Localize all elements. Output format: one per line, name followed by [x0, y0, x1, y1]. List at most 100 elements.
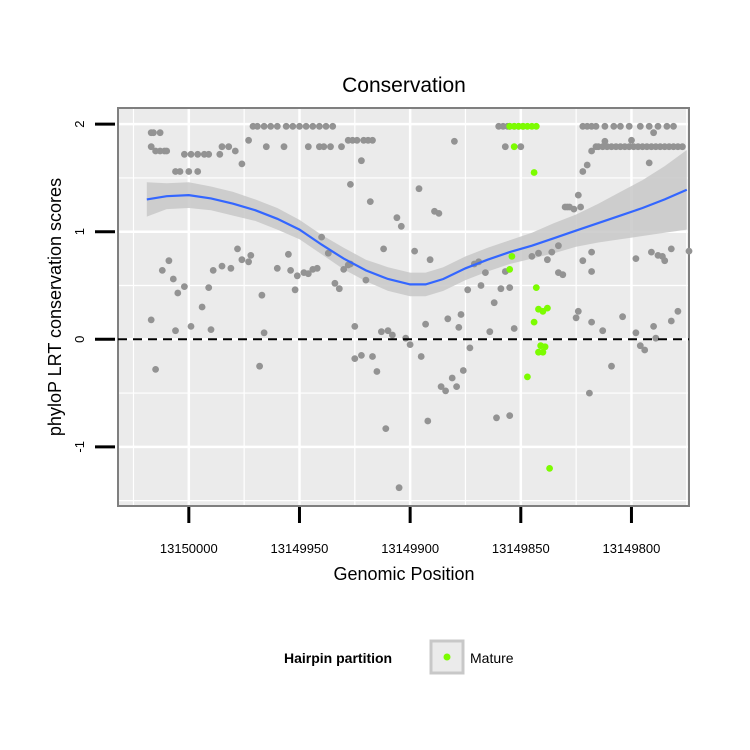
data-point-other — [351, 323, 359, 330]
data-point-other — [216, 150, 224, 158]
data-point-other — [293, 272, 301, 280]
data-point-other — [670, 122, 677, 130]
data-point-other — [610, 122, 618, 130]
data-point-other — [572, 314, 580, 322]
data-point-other — [402, 334, 410, 342]
confidence-ribbon-layer — [146, 150, 687, 297]
data-point-other — [280, 143, 288, 151]
x-tick-label: 13149950 — [271, 541, 329, 556]
data-point-other — [231, 147, 239, 155]
data-point-other — [501, 143, 509, 151]
x-axis-title: Genomic Position — [333, 564, 474, 584]
data-point-other — [353, 136, 361, 144]
data-point-other — [358, 157, 365, 165]
data-point-other — [444, 315, 452, 323]
x-tick-label: 13149850 — [492, 541, 550, 556]
data-point-other — [667, 317, 675, 325]
data-point-other — [150, 129, 157, 137]
x-tick-label: 13149900 — [381, 541, 439, 556]
data-point-other — [544, 256, 551, 264]
data-point-mature — [539, 307, 547, 315]
data-point-other — [331, 279, 339, 287]
data-point-other — [165, 257, 173, 265]
data-point-other — [296, 122, 303, 130]
data-point-other — [176, 168, 184, 175]
data-point-other — [258, 291, 266, 299]
data-point-other — [245, 258, 253, 266]
data-point-other — [389, 331, 396, 339]
data-point-other — [601, 122, 609, 130]
data-point-other — [369, 136, 376, 144]
data-point-other — [291, 286, 299, 294]
data-point-other — [435, 210, 443, 217]
data-point-other — [645, 122, 653, 130]
data-point-other — [617, 122, 624, 130]
data-point-other — [382, 425, 390, 432]
data-point-other — [654, 122, 662, 130]
data-point-other — [205, 284, 213, 291]
data-point-other — [320, 143, 328, 151]
data-point-other — [574, 191, 582, 199]
data-point-other — [366, 198, 374, 206]
data-point-mature — [508, 253, 516, 260]
data-point-other — [459, 367, 467, 374]
data-point-other — [685, 247, 693, 255]
legend-label-mature: Mature — [470, 650, 514, 666]
data-point-other — [574, 307, 582, 315]
data-point-other — [506, 284, 514, 291]
data-point-other — [209, 267, 217, 274]
data-point-other — [340, 266, 348, 273]
data-point-other — [625, 122, 633, 130]
data-point-other — [601, 137, 609, 145]
data-point-mature — [541, 343, 549, 351]
data-point-other — [641, 346, 649, 354]
data-point-other — [316, 122, 323, 130]
plot-panel — [117, 107, 690, 507]
y-tick-label: 2 — [72, 121, 87, 128]
data-point-other — [245, 136, 253, 144]
data-point-other — [497, 285, 505, 293]
data-point-other — [548, 248, 556, 256]
data-point-other — [510, 325, 518, 332]
data-point-other — [282, 122, 290, 130]
data-point-other — [369, 353, 376, 360]
data-point-other — [466, 344, 474, 352]
data-point-other — [218, 143, 226, 151]
data-point-other — [579, 257, 587, 265]
data-point-other — [663, 122, 671, 130]
data-point-other — [411, 247, 418, 255]
data-point-other — [304, 143, 312, 151]
data-point-other — [194, 150, 202, 158]
data-point-other — [535, 249, 542, 257]
legend-key-mature — [443, 653, 451, 661]
data-point-other — [262, 143, 270, 151]
data-point-other — [225, 143, 233, 151]
data-point-other — [329, 122, 337, 130]
data-point-other — [457, 311, 465, 318]
data-point-other — [309, 122, 317, 130]
data-point-other — [158, 267, 166, 274]
data-point-other — [422, 320, 429, 328]
data-point-other — [285, 250, 292, 258]
data-point-other — [652, 334, 660, 342]
data-point-other — [205, 150, 213, 158]
data-point-other — [455, 324, 463, 331]
data-point-other — [324, 249, 332, 257]
data-point-other — [322, 122, 330, 130]
data-point-other — [194, 168, 202, 175]
data-point-other — [453, 383, 460, 390]
data-point-other — [482, 269, 489, 276]
data-point-mature — [530, 169, 538, 176]
data-point-other — [185, 168, 193, 175]
data-point-other — [273, 122, 281, 130]
data-point-other — [304, 270, 312, 278]
data-point-other — [599, 327, 607, 335]
data-point-other — [517, 143, 525, 151]
data-point-other — [260, 122, 268, 130]
data-point-other — [181, 283, 188, 290]
data-point-other — [424, 417, 432, 425]
data-point-other — [679, 143, 686, 151]
data-point-mature — [510, 143, 518, 151]
data-point-other — [397, 222, 405, 230]
data-point-mature — [532, 284, 540, 291]
